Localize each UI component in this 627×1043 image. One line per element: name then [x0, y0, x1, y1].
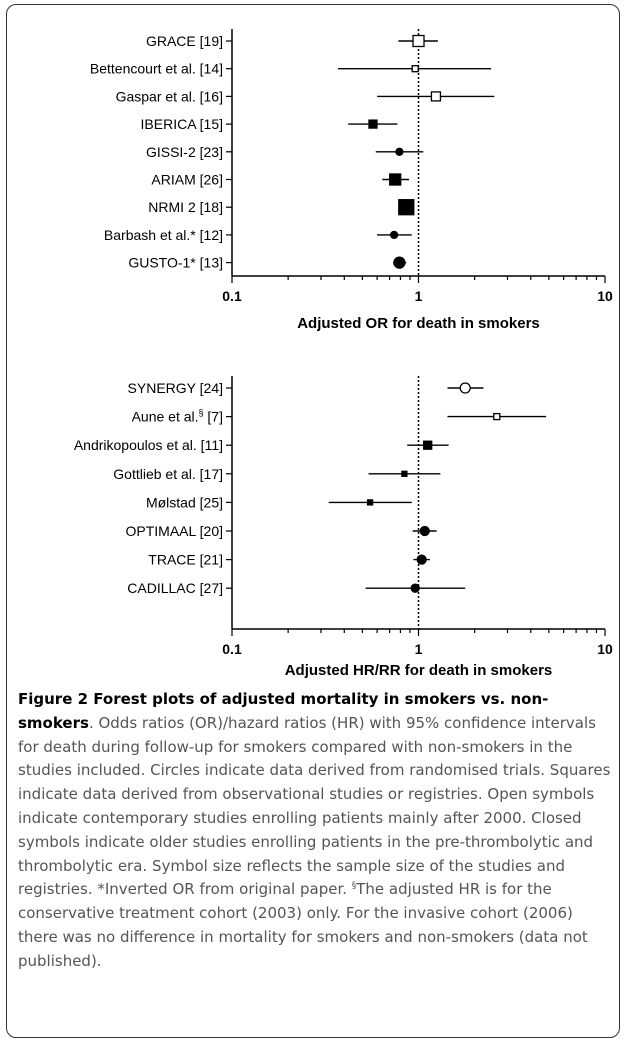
hr-point-marker: [419, 525, 430, 537]
or-point-marker: [398, 199, 415, 216]
or-study-label: Gaspar et al. [16]: [116, 88, 223, 104]
or-point-marker: [430, 91, 442, 102]
caption-body: . Odds ratios (OR)/hazard ratios (HR) wi…: [18, 713, 611, 899]
or-study-label: GRACE [19]: [146, 33, 223, 49]
hr-tick-label: 0.1: [222, 641, 242, 657]
or-study-label: Barbash et al.* [12]: [104, 227, 223, 243]
or-point-marker: [411, 65, 419, 73]
hr-point-marker: [459, 382, 471, 394]
hr-point-marker: [423, 440, 433, 450]
hr-point-marker: [410, 583, 420, 593]
or-tick-label: 0.1: [222, 288, 242, 304]
figure-caption: Figure 2 Forest plots of adjusted mortal…: [18, 688, 612, 974]
hr-axis-title: Adjusted HR/RR for death in smokers: [285, 662, 553, 679]
hr-tick-label: 10: [597, 641, 613, 657]
or-study-label: GISSI-2 [23]: [146, 144, 223, 160]
or-study-label: NRMI 2 [18]: [148, 199, 223, 215]
hr-study-label: Andrikopoulos et al. [11]: [74, 437, 223, 453]
or-point-marker: [393, 256, 406, 269]
or-tick-label: 1: [415, 288, 423, 304]
or-point-marker: [368, 119, 378, 129]
hr-point-marker: [401, 470, 408, 477]
or-study-label: GUSTO-1* [13]: [128, 255, 223, 271]
or-study-label: IBERICA [15]: [141, 116, 223, 132]
forest-plot-or: 0.1 1 10 Adjusted OR for death in smokers GR…: [90, 29, 613, 332]
hr-study-label: Gottlieb et al. [17]: [113, 466, 223, 482]
or-study-label: Bettencourt et al. [14]: [90, 61, 223, 77]
hr-study-label: OPTIMAAL [20]: [125, 523, 223, 539]
hr-study-label: CADILLAC [27]: [127, 580, 223, 596]
hr-point-marker: [493, 412, 501, 421]
or-point-marker: [389, 230, 399, 240]
hr-study-label: Mølstad [25]: [146, 494, 223, 510]
hr-tick-label: 1: [415, 641, 423, 657]
or-point-marker: [412, 34, 425, 48]
hr-study-label: SYNERGY [24]: [128, 380, 223, 396]
hr-study-label: TRACE [21]: [148, 552, 223, 568]
or-study-label: ARIAM [26]: [151, 172, 223, 188]
caption-section-mark: §: [351, 881, 357, 892]
figure-frame: [6, 4, 620, 1038]
hr-point-marker: [366, 499, 374, 506]
caption-footnote: The adjusted HR is for the conservative …: [18, 880, 588, 970]
or-tick-label: 10: [597, 288, 613, 304]
hr-study-label: Aune et al.§ [7]: [132, 408, 223, 425]
hr-point-marker: [416, 554, 427, 565]
forest-plot-hr: 0.1 1 10 Adjusted HR/RR for death in smoker…: [74, 376, 613, 679]
or-point-marker: [395, 147, 404, 156]
or-point-marker: [389, 173, 402, 186]
caption-title: Figure 2 Forest plots of adjusted mortal…: [18, 690, 549, 732]
or-axis-title: Adjusted OR for death in smokers: [297, 315, 540, 332]
